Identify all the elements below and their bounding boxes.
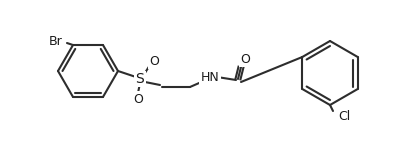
Text: O: O [240,53,250,66]
Text: HN: HN [200,71,220,84]
Text: Cl: Cl [338,111,350,124]
Text: O: O [149,55,159,67]
Text: O: O [133,93,143,106]
Text: Br: Br [49,35,63,48]
Text: S: S [136,72,144,86]
